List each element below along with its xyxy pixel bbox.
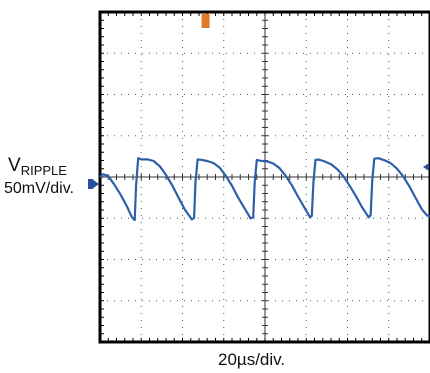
trigger-level-marker: [423, 163, 429, 171]
ripple-trace: [99, 157, 430, 222]
channel-label: VRIPPLE: [8, 155, 67, 179]
trigger-marker: [201, 14, 210, 28]
channel-label-main: V: [8, 155, 21, 176]
trace-layer: [99, 157, 430, 222]
chart-grid: [100, 12, 430, 342]
y-scale-label: 50mV/div.: [4, 180, 74, 197]
x-scale-label: 20µs/div.: [218, 350, 286, 369]
ground-level-marker: [92, 179, 99, 189]
ground-level-marker-body: [88, 179, 93, 189]
markers-layer: [88, 14, 429, 189]
channel-label-sub: RIPPLE: [20, 163, 67, 178]
